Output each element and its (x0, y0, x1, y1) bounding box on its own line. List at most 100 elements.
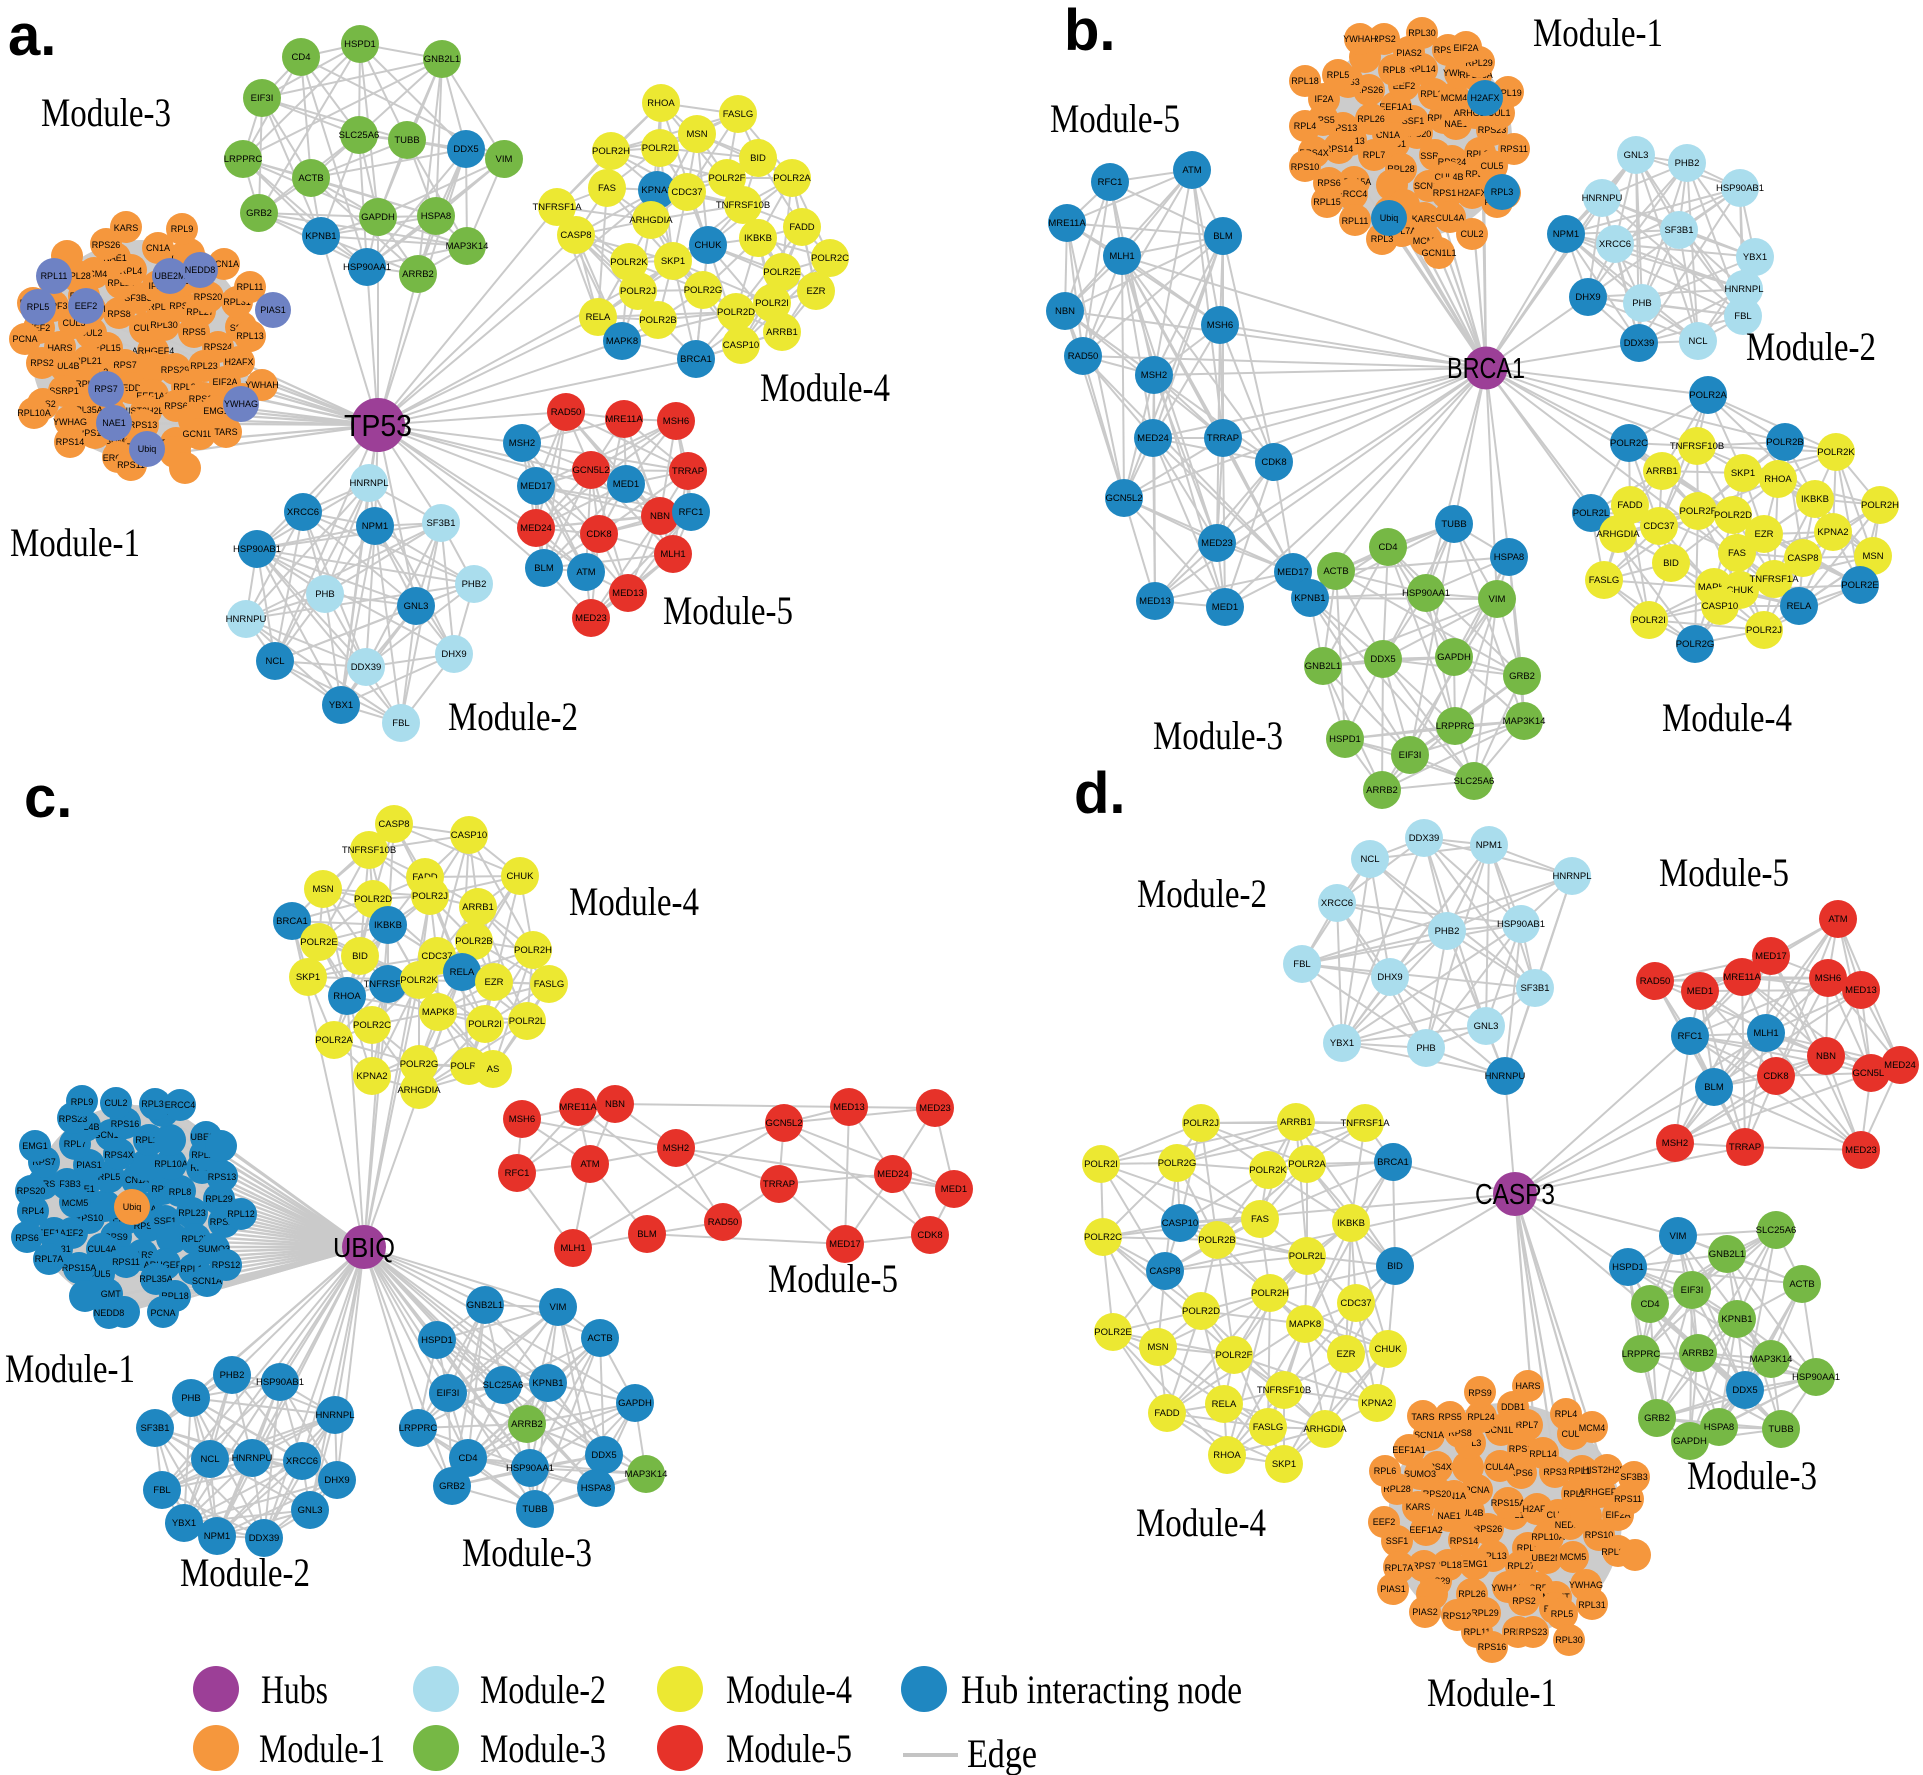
svg-text:MED17: MED17 (829, 1239, 861, 1250)
svg-text:RPL31: RPL31 (1578, 1600, 1606, 1610)
svg-text:ARHGEF4: ARHGEF4 (1579, 1487, 1622, 1497)
svg-text:TNFRSF1A: TNFRSF1A (1340, 1118, 1390, 1129)
svg-text:EEF2: EEF2 (1373, 1517, 1396, 1527)
svg-text:RPL35A: RPL35A (139, 1274, 173, 1284)
svg-text:RPS11: RPS11 (117, 460, 145, 470)
svg-text:IF2A: IF2A (1314, 94, 1333, 104)
svg-text:HSPD1: HSPD1 (344, 39, 376, 50)
svg-text:MRE11A: MRE11A (1723, 972, 1761, 983)
svg-text:FBL: FBL (1293, 959, 1310, 970)
svg-text:RPL18: RPL18 (1434, 1560, 1462, 1570)
svg-text:RPS29: RPS29 (161, 365, 190, 375)
svg-text:EZR: EZR (1755, 529, 1774, 540)
svg-text:MSN: MSN (686, 129, 707, 140)
svg-text:SLC25A6: SLC25A6 (1756, 1225, 1797, 1236)
svg-text:GNL3: GNL3 (1474, 1021, 1499, 1032)
svg-text:SUMO3: SUMO3 (198, 1244, 230, 1254)
svg-text:TNFRSF1A: TNFRSF1A (532, 202, 582, 213)
svg-text:IKBKB: IKBKB (1337, 1218, 1365, 1229)
svg-text:LRPPRC: LRPPRC (399, 1423, 438, 1434)
svg-text:KPNA2: KPNA2 (356, 1071, 387, 1082)
svg-text:POLR2B: POLR2B (1198, 1235, 1236, 1246)
svg-text:ARRB1: ARRB1 (1646, 466, 1678, 477)
svg-text:POLR2G: POLR2G (1676, 639, 1715, 650)
svg-text:RPS2: RPS2 (1372, 34, 1396, 44)
svg-text:PIAS1: PIAS1 (1380, 1584, 1406, 1594)
svg-text:RPS10: RPS10 (1291, 162, 1320, 172)
svg-text:VIM: VIM (550, 1302, 567, 1313)
svg-text:RPL23: RPL23 (190, 361, 218, 371)
svg-text:RPL21: RPL21 (191, 1150, 219, 1160)
svg-text:GCN1L1: GCN1L1 (1483, 1425, 1518, 1435)
svg-text:RAD50: RAD50 (551, 407, 582, 418)
svg-text:RPS12: RPS12 (212, 1260, 241, 1270)
svg-text:RPS16: RPS16 (111, 1119, 140, 1129)
svg-text:POLR2L: POLR2L (1289, 1251, 1325, 1262)
svg-text:CD4: CD4 (1640, 1299, 1659, 1310)
svg-text:RPS10: RPS10 (75, 1213, 104, 1223)
svg-text:RPL26: RPL26 (1357, 114, 1385, 124)
svg-text:MLH1: MLH1 (560, 1243, 585, 1254)
svg-text:RPS3: RPS3 (151, 1184, 175, 1194)
svg-text:FADD: FADD (1617, 500, 1642, 511)
svg-text:RPS9: RPS9 (104, 1232, 128, 1242)
svg-text:GCN1L1: GCN1L1 (182, 429, 217, 439)
svg-text:ATM: ATM (1828, 914, 1847, 925)
svg-text:MED23: MED23 (1845, 1145, 1877, 1156)
svg-text:Module-5: Module-5 (663, 588, 793, 633)
svg-text:HNRNPU: HNRNPU (226, 614, 267, 625)
svg-text:CDK8: CDK8 (1763, 1071, 1788, 1082)
svg-text:YWHAG: YWHAG (224, 399, 258, 409)
svg-text:MSH6: MSH6 (663, 416, 689, 427)
svg-text:MED13: MED13 (612, 588, 644, 599)
svg-text:MLH1: MLH1 (660, 549, 685, 560)
svg-text:UBIQ: UBIQ (333, 1232, 395, 1263)
svg-text:RPL14: RPL14 (180, 1264, 208, 1274)
svg-text:SSRP1: SSRP1 (1523, 1583, 1553, 1593)
svg-text:MRE11A: MRE11A (1048, 218, 1086, 229)
svg-text:RPL4: RPL4 (1294, 121, 1317, 131)
svg-text:SF3B3: SF3B3 (53, 1179, 81, 1189)
svg-text:YWHAG: YWHAG (53, 417, 87, 427)
svg-text:NAE1: NAE1 (103, 253, 127, 263)
svg-text:GCN1L1: GCN1L1 (93, 1130, 128, 1140)
svg-text:ARHGEF4: ARHGEF4 (132, 346, 175, 356)
svg-text:Module-4: Module-4 (1662, 695, 1792, 740)
svg-text:RPS7: RPS7 (32, 1157, 56, 1167)
svg-text:DDX5: DDX5 (1370, 654, 1395, 665)
svg-text:RHOA: RHOA (1213, 1450, 1241, 1461)
svg-text:RPL11: RPL11 (1342, 216, 1369, 226)
svg-text:MAPK8: MAPK8 (1289, 1319, 1321, 1330)
svg-text:ATM: ATM (1182, 165, 1201, 176)
svg-text:FAS: FAS (1251, 1214, 1269, 1225)
svg-text:MSH2: MSH2 (1662, 1138, 1688, 1149)
svg-text:AS: AS (487, 1064, 500, 1075)
svg-text:RPL14: RPL14 (1529, 1449, 1557, 1459)
svg-text:RHOA: RHOA (333, 991, 361, 1002)
svg-text:RPS23: RPS23 (1478, 125, 1507, 135)
svg-text:MED13: MED13 (1845, 985, 1877, 996)
svg-text:GCN1L1: GCN1L1 (1421, 248, 1456, 258)
svg-text:TP53: TP53 (344, 408, 412, 443)
svg-text:RPS26: RPS26 (1355, 85, 1384, 95)
svg-text:TRRAP: TRRAP (1207, 433, 1239, 444)
svg-text:PCNA: PCNA (150, 1308, 175, 1318)
svg-text:MCM5: MCM5 (62, 1198, 89, 1208)
svg-text:GRB2: GRB2 (1509, 671, 1535, 682)
svg-text:BID: BID (750, 153, 766, 164)
svg-text:RAD50: RAD50 (1068, 351, 1099, 362)
svg-text:POLR2I: POLR2I (755, 298, 789, 309)
svg-text:RPL5: RPL5 (1327, 70, 1350, 80)
svg-text:RPS14: RPS14 (56, 437, 85, 447)
svg-text:BRCA1: BRCA1 (1377, 1157, 1409, 1168)
svg-text:NAE1: NAE1 (102, 418, 126, 428)
svg-text:RPS4X: RPS4X (104, 1150, 134, 1160)
svg-text:Module-3: Module-3 (462, 1530, 592, 1575)
svg-text:RPL26: RPL26 (1458, 1589, 1486, 1599)
svg-text:CN1A: CN1A (125, 1175, 149, 1185)
svg-text:POLR2K: POLR2K (610, 257, 648, 268)
svg-text:POLR2F: POLR2F (451, 1061, 488, 1072)
svg-text:MSH2: MSH2 (509, 438, 535, 449)
svg-text:MED1: MED1 (1212, 602, 1238, 613)
svg-text:RPL3: RPL3 (1491, 187, 1514, 197)
